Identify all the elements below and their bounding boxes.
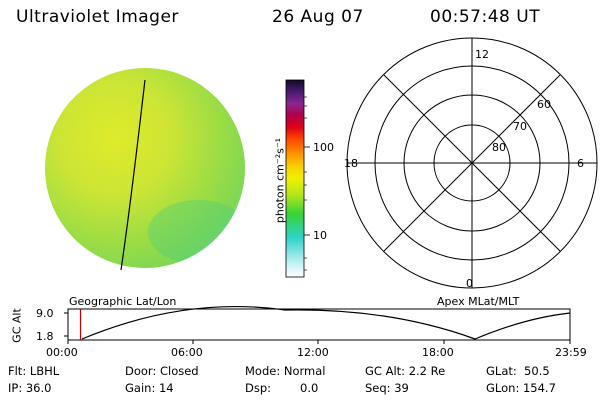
colorbar [285,79,310,278]
gc-alt-value: GC Alt: 2.2 Re [365,364,446,378]
altitude-ytick-9: 9.0 [36,307,54,320]
altitude-curve [81,305,571,340]
observation-time: 00:57:48 UT [430,7,541,27]
dsp-label: Dsp: [245,381,272,395]
mlt-label-18: 18 [344,157,358,170]
polar-mlat-mlt-plot [346,37,598,289]
altitude-ytick-1-8: 1.8 [36,330,54,343]
mode-value: Mode: Normal [245,364,326,378]
colorbar-unit-label: photon cm⁻²s⁻¹ [273,137,287,224]
mlt-label-0: 0 [466,277,473,290]
right-panel-caption: Apex MLat/MLT [437,295,520,308]
altitude-xtick-0000: 00:00 [46,346,78,359]
altitude-xtick-0600: 06:00 [171,346,203,359]
mlat-label-80: 80 [492,141,506,154]
altitude-xtick-1200: 12:00 [297,346,329,359]
glon-value: GLon: 154.7 [486,381,556,395]
altitude-xtick-2359: 23:59 [555,346,587,359]
filter-value: Flt: LBHL [8,364,60,378]
mlat-label-60: 60 [537,98,551,111]
instrument-title: Ultraviolet Imager [16,7,179,27]
dsp-value: 0.0 [300,381,319,395]
altitude-y-label: GC Alt [10,308,24,343]
observation-date: 26 Aug 07 [272,7,364,27]
mlt-label-12: 12 [475,48,489,61]
altitude-plot [64,305,571,344]
orbit-track-line [120,79,146,271]
glat-value: GLat: 50.5 [486,364,550,378]
left-panel-caption: Geographic Lat/Lon [69,295,177,308]
altitude-xtick-1800: 18:00 [422,346,454,359]
colorbar-tick-10: 10 [313,229,327,242]
mlt-label-6: 6 [577,157,584,170]
door-status: Door: Closed [125,364,199,378]
colorbar-tick-100: 100 [313,141,334,154]
mlat-label-70: 70 [513,120,527,133]
uv-earth-image [45,68,245,271]
ip-value: IP: 36.0 [8,381,52,395]
gain-value: Gain: 14 [125,381,174,395]
seq-value: Seq: 39 [365,381,409,395]
